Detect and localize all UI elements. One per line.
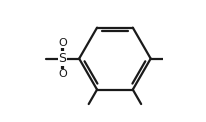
Text: S: S: [59, 52, 67, 65]
Text: O: O: [58, 38, 67, 48]
Text: O: O: [58, 69, 67, 79]
